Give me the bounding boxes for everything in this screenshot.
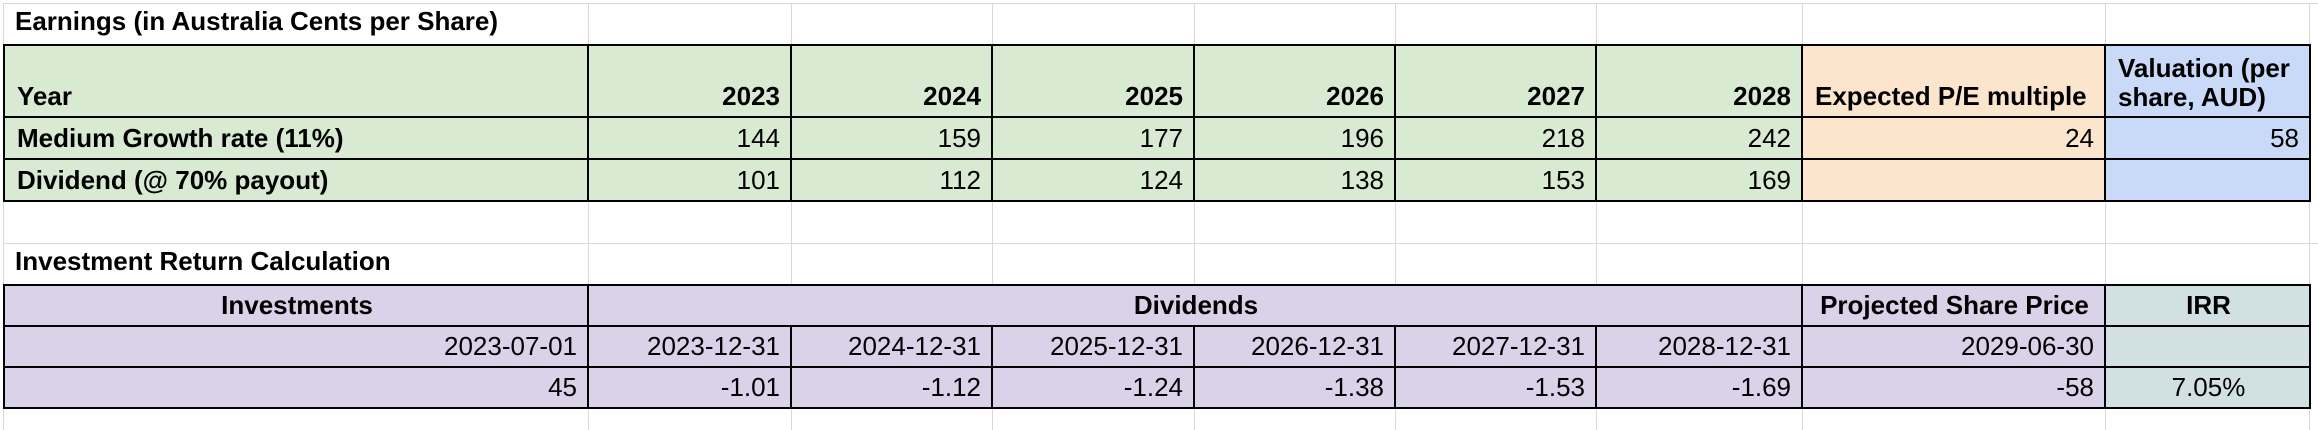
cell-growth-2023[interactable]: 144: [589, 118, 790, 158]
earnings-table: Year 2023 2024 2025 2026 2027 2028 Expec…: [3, 44, 2311, 202]
cell-irr-header[interactable]: IRR: [2106, 286, 2309, 325]
cell-dividend-date-2026[interactable]: 2026-12-31: [1195, 327, 1394, 366]
cell-dividend-pe[interactable]: [1803, 160, 2104, 200]
cell-growth-pe[interactable]: 24: [1803, 118, 2104, 158]
cell-dividend-value-2024[interactable]: -1.12: [792, 368, 991, 407]
cell-year-2025[interactable]: 2025: [993, 46, 1193, 116]
cell-dividend-date-2024[interactable]: 2024-12-31: [792, 327, 991, 366]
cell-projected-date[interactable]: 2029-06-30: [1803, 327, 2104, 366]
cell-dividend-2024[interactable]: 112: [792, 160, 991, 200]
gridline-vertical: [1596, 3, 1597, 430]
cell-growth-2028[interactable]: 242: [1597, 118, 1801, 158]
investment-section-title[interactable]: Investment Return Calculation: [15, 246, 391, 276]
cell-projected-header[interactable]: Projected Share Price: [1803, 286, 2104, 325]
cell-investments-header[interactable]: Investments: [5, 286, 587, 325]
cell-investment-date[interactable]: 2023-07-01: [5, 327, 587, 366]
gridline-vertical: [3, 3, 4, 430]
cell-year-2023[interactable]: 2023: [589, 46, 790, 116]
gridline-vertical: [2309, 3, 2310, 430]
cell-dividend-valuation[interactable]: [2106, 160, 2309, 200]
cell-year-2024[interactable]: 2024: [792, 46, 991, 116]
gridline-vertical: [2105, 3, 2106, 430]
cell-dividend-label[interactable]: Dividend (@ 70% payout): [5, 160, 587, 200]
cell-dividend-2028[interactable]: 169: [1597, 160, 1801, 200]
investment-return-table: Investments Dividends Projected Share Pr…: [3, 284, 2311, 409]
cell-valuation-header[interactable]: Valuation (per share, AUD): [2106, 46, 2309, 116]
cell-growth-2025[interactable]: 177: [993, 118, 1193, 158]
cell-growth-2026[interactable]: 196: [1195, 118, 1394, 158]
gridline-vertical: [1194, 3, 1195, 430]
cell-dividend-2027[interactable]: 153: [1396, 160, 1595, 200]
cell-year-label[interactable]: Year: [5, 46, 587, 116]
cell-growth-2024[interactable]: 159: [792, 118, 991, 158]
cell-dividend-2023[interactable]: 101: [589, 160, 790, 200]
cell-dividend-date-2028[interactable]: 2028-12-31: [1597, 327, 1801, 366]
cell-year-2026[interactable]: 2026: [1195, 46, 1394, 116]
cell-growth-2027[interactable]: 218: [1396, 118, 1595, 158]
cell-year-2028[interactable]: 2028: [1597, 46, 1801, 116]
cell-dividend-2026[interactable]: 138: [1195, 160, 1394, 200]
cell-projected-price[interactable]: -58: [1803, 368, 2104, 407]
cell-irr-empty[interactable]: [2106, 327, 2309, 366]
cell-growth-valuation[interactable]: 58: [2106, 118, 2309, 158]
gridline-horizontal: [3, 3, 2318, 4]
earnings-section-title[interactable]: Earnings (in Australia Cents per Share): [15, 6, 499, 36]
cell-pe-header[interactable]: Expected P/E multiple: [1803, 46, 2104, 116]
gridline-vertical: [1395, 3, 1396, 430]
gridline-vertical: [588, 3, 589, 430]
cell-investment-amount[interactable]: 45: [5, 368, 587, 407]
cell-dividend-date-2027[interactable]: 2027-12-31: [1396, 327, 1595, 366]
cell-dividend-value-2025[interactable]: -1.24: [993, 368, 1193, 407]
gridline-vertical: [791, 3, 792, 430]
cell-dividend-date-2023[interactable]: 2023-12-31: [589, 327, 790, 366]
cell-dividend-value-2026[interactable]: -1.38: [1195, 368, 1394, 407]
cell-dividends-header[interactable]: Dividends: [589, 286, 1801, 325]
gridline-horizontal: [3, 243, 2318, 244]
cell-dividend-value-2027[interactable]: -1.53: [1396, 368, 1595, 407]
gridline-vertical: [992, 3, 993, 430]
cell-dividend-value-2023[interactable]: -1.01: [589, 368, 790, 407]
cell-year-2027[interactable]: 2027: [1396, 46, 1595, 116]
cell-growth-label[interactable]: Medium Growth rate (11%): [5, 118, 587, 158]
cell-dividend-date-2025[interactable]: 2025-12-31: [993, 327, 1193, 366]
cell-dividend-2025[interactable]: 124: [993, 160, 1193, 200]
gridline-vertical: [1802, 3, 1803, 430]
cell-dividend-value-2028[interactable]: -1.69: [1597, 368, 1801, 407]
cell-irr-value[interactable]: 7.05%: [2106, 368, 2309, 407]
